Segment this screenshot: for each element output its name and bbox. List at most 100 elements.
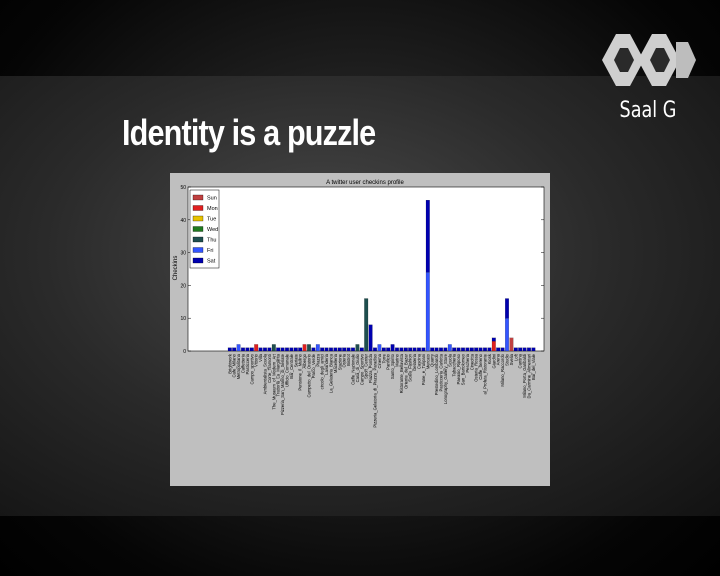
- bar-sat: [487, 347, 492, 352]
- bar-fri: [447, 344, 452, 352]
- y-tick-label: 10: [180, 316, 186, 322]
- bar-sat: [395, 347, 399, 352]
- x-tick-label: Ambientalista_Scuola: [263, 353, 268, 394]
- x-tick-label: Santo_Spirito: [390, 353, 395, 379]
- x-tick-label: Studio: [505, 353, 510, 366]
- y-tick-label: 20: [180, 283, 186, 289]
- legend-label-sun: Sun: [207, 196, 217, 202]
- checkins-bar-chart: A twitter user checkins profile Checkins…: [173, 180, 545, 428]
- bar-thu: [355, 344, 360, 352]
- x-tick-label: Cinema: [377, 353, 382, 368]
- bar-sat: [346, 347, 351, 352]
- slide-title: Identity is a puzzle: [122, 112, 376, 153]
- x-tick-label: Scala_Fashion: [408, 353, 413, 381]
- bar-sat: [311, 347, 316, 352]
- bar-sat: [337, 347, 342, 352]
- x-tick-label: Loft: [513, 353, 518, 361]
- x-tick-label: Pescheria: [465, 353, 470, 372]
- bar-sat: [417, 347, 421, 352]
- bar-sat: [500, 347, 505, 352]
- y-axis-label: Checkins: [173, 256, 179, 281]
- x-tick-label: circolo_degli_amici: [320, 354, 325, 389]
- bar-mon: [254, 344, 259, 352]
- x-tick-label: Marino: [395, 353, 400, 366]
- bar-sat: [452, 347, 457, 352]
- x-tick-label: Lavanderia: [324, 353, 329, 374]
- legend-swatch-mon: [192, 205, 204, 211]
- saal-g-logo-icon: [602, 34, 696, 86]
- bar-sat: [232, 347, 237, 352]
- bar-sat: [324, 347, 329, 352]
- x-tick-label: al_Profeta_Ristorante: [483, 353, 488, 394]
- bar-thu: [364, 298, 369, 352]
- bar-thu: [307, 344, 311, 352]
- x-tick-label: Pensione_Il_Mulino: [298, 353, 303, 390]
- x-tick-label: The_Museum_of_Modern_Art: [271, 353, 276, 409]
- bar-sat: [443, 347, 448, 352]
- x-tick-label: Caffe_Nazionale: [351, 353, 356, 385]
- bar-sat: [421, 347, 426, 352]
- bar-sat: [258, 347, 263, 352]
- legend: Sun Mon Tue Wed Thu Fri Sat: [189, 189, 220, 269]
- bar-sat: [430, 347, 435, 352]
- bar-sat: [267, 347, 272, 352]
- bar-sat: [518, 347, 523, 352]
- bar-sat: [342, 347, 347, 352]
- x-tick-label: Kiosk: [487, 353, 492, 364]
- bar-sat: [280, 347, 285, 352]
- bar-sat: [522, 347, 527, 352]
- legend-swatch-wed: [192, 226, 204, 232]
- x-tick-label: San_Bartolomeo: [461, 353, 466, 385]
- x-tick-label: Cantina: [518, 353, 523, 368]
- x-tick-label: Milano_Raccordo: [500, 353, 505, 386]
- x-tick-label: Pane_e_Tulipani: [421, 354, 426, 385]
- x-tick-label: Casa_di_Giulio: [355, 353, 360, 382]
- x-tick-label: Osteria_Rossa: [474, 353, 479, 381]
- legend-swatch-fri: [192, 247, 204, 253]
- x-tick-label: Da_Carmine_Alimentari: [527, 354, 532, 399]
- x-tick-label: Panificio: [386, 353, 391, 369]
- bar-mon: [302, 344, 307, 352]
- bar-fri: [315, 344, 320, 352]
- bar-sat: [386, 347, 391, 352]
- x-tick-label: Macelleria: [333, 353, 338, 373]
- bar-sat: [491, 337, 496, 342]
- bar-sat: [469, 347, 474, 352]
- bar-group: [227, 200, 536, 352]
- bar-fri: [377, 344, 382, 352]
- bar-sat: [359, 347, 364, 352]
- bar-sat: [412, 347, 417, 352]
- x-tick-label: Cinecitta: [469, 353, 474, 370]
- bar-sat: [408, 347, 413, 352]
- x-tick-label: Bar_Centrale: [289, 353, 294, 378]
- bar-sat: [329, 347, 333, 352]
- bar-sat: [245, 347, 250, 352]
- x-tick-label: Svelia: [509, 353, 514, 365]
- chart-title: A twitter user checkins profile: [326, 180, 404, 186]
- bar-sat: [465, 347, 470, 352]
- x-tick-label: Corte_Tramonti: [267, 354, 272, 383]
- legend-swatch-thu: [192, 236, 204, 243]
- bar-sat: [285, 347, 289, 352]
- legend-label-mon: Mon: [207, 206, 218, 212]
- legend-swatch-tue: [192, 215, 204, 222]
- x-tick-label: Cafe_Milano: [232, 353, 237, 377]
- x-tick-label: Caffe_Sereno: [478, 353, 483, 379]
- bar-sat: [289, 347, 294, 352]
- x-tick-label: Pizzeria_Gelatoria_di_Piazza_Paradiso: [373, 353, 378, 427]
- chart-panel: A twitter user checkins profile Checkins…: [170, 173, 550, 486]
- x-tick-label: Arena: [496, 353, 501, 365]
- x-tick-label: Pasticceria: [245, 353, 250, 374]
- x-tick-label: Caffetteria: [241, 353, 246, 373]
- bar-sat: [527, 347, 531, 352]
- y-tick-label: 30: [180, 251, 186, 257]
- y-axis: 0 10 20 30 40 50: [180, 185, 544, 355]
- legend-label-fri: Fri: [207, 248, 213, 254]
- bar-sat: [425, 200, 430, 273]
- x-tick-label: Seriate: [293, 353, 298, 367]
- y-tick-label: 40: [180, 218, 186, 224]
- x-tick-label: Villa: [258, 353, 263, 362]
- x-tick-label: Ristorante_Bellavista: [399, 353, 404, 393]
- legend-swatch-sun: [192, 194, 204, 201]
- y-tick-label: 50: [180, 185, 186, 191]
